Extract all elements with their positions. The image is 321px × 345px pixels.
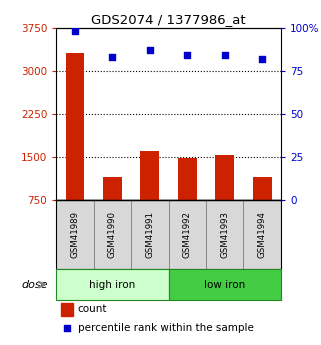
Text: GSM41989: GSM41989 xyxy=(70,211,79,258)
Text: GSM41991: GSM41991 xyxy=(145,211,154,258)
Point xyxy=(147,47,152,53)
Bar xyxy=(206,200,243,269)
Point xyxy=(64,326,69,331)
Bar xyxy=(131,200,169,269)
Bar xyxy=(56,200,94,269)
Point xyxy=(110,54,115,60)
Bar xyxy=(94,200,131,269)
Bar xyxy=(56,200,281,269)
Bar xyxy=(169,269,281,300)
Bar xyxy=(56,269,169,300)
Text: GSM41992: GSM41992 xyxy=(183,211,192,258)
Text: high iron: high iron xyxy=(89,280,135,289)
Bar xyxy=(253,177,272,200)
Point xyxy=(260,56,265,61)
Text: percentile rank within the sample: percentile rank within the sample xyxy=(78,324,253,333)
Text: dose: dose xyxy=(21,280,48,289)
Bar xyxy=(178,158,196,200)
Bar xyxy=(103,177,122,200)
Text: GSM41993: GSM41993 xyxy=(220,211,229,258)
Bar xyxy=(141,151,159,200)
Text: count: count xyxy=(78,304,107,314)
Text: GSM41990: GSM41990 xyxy=(108,211,117,258)
Bar xyxy=(243,200,281,269)
Title: GDS2074 / 1377986_at: GDS2074 / 1377986_at xyxy=(91,13,246,27)
Bar xyxy=(65,53,84,200)
Bar xyxy=(61,303,73,316)
Bar xyxy=(215,155,234,200)
Text: GSM41994: GSM41994 xyxy=(258,211,267,258)
Point xyxy=(222,52,227,58)
Point xyxy=(185,52,190,58)
Text: low iron: low iron xyxy=(204,280,245,289)
Bar xyxy=(169,200,206,269)
Point xyxy=(72,28,77,34)
